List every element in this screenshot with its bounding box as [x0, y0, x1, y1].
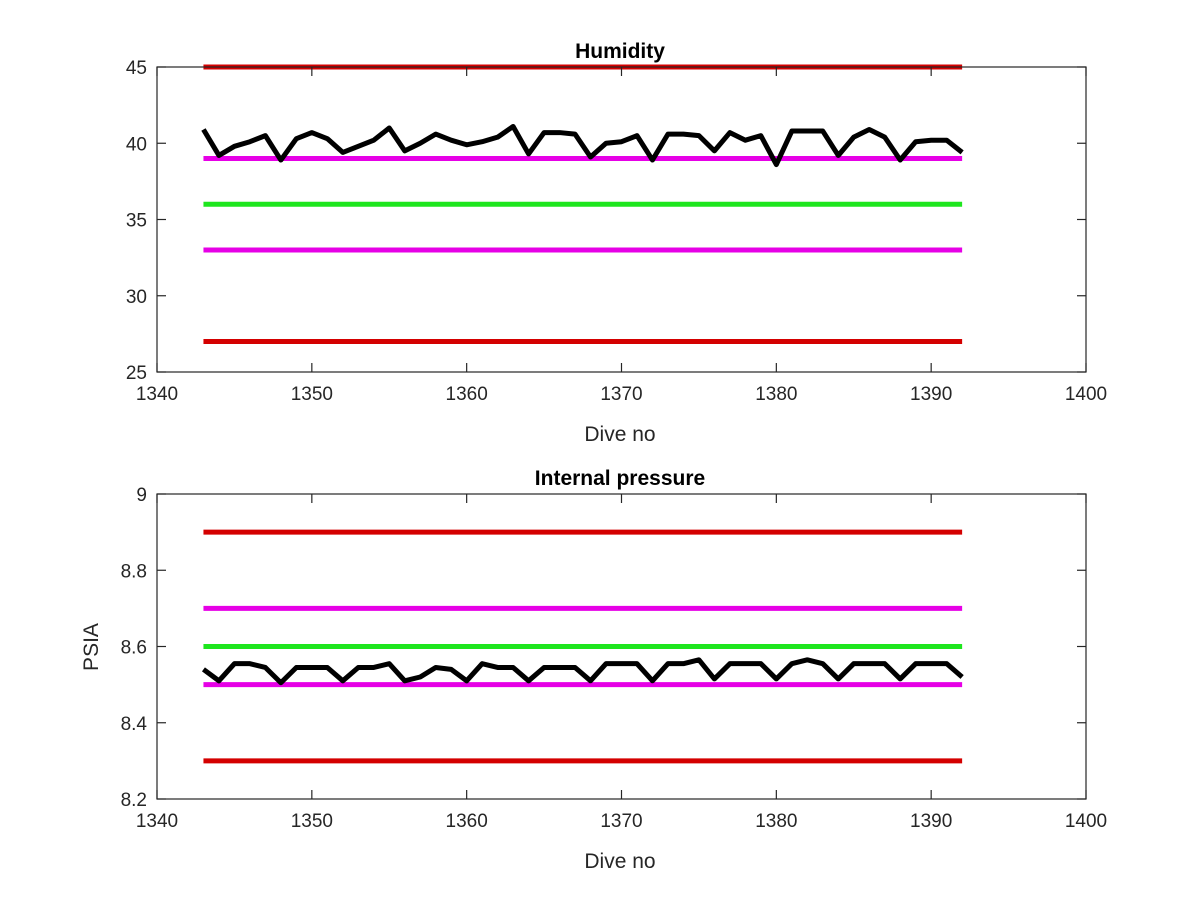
internal-pressure-measured-line [201, 657, 964, 686]
internal-pressure-y-tick-label: 8.4 [121, 714, 148, 735]
internal-pressure-plot-area [201, 529, 964, 764]
humidity-chart-title: Humidity [575, 40, 665, 63]
internal-pressure-x-tick-label: 1400 [1065, 811, 1107, 832]
humidity-chart: Humidity 1340 1350 1360 1370 1380 1390 1400 25… [126, 40, 1107, 446]
internal-pressure-y-ticks: 8.2 8.4 8.6 8.8 9 [121, 485, 1086, 811]
humidity-y-tick-label: 30 [126, 287, 147, 308]
humidity-y-tick-label: 45 [126, 58, 147, 79]
internal-pressure-y-tick-label: 8.6 [121, 638, 147, 659]
internal-pressure-x-tick-label: 1380 [755, 811, 797, 832]
humidity-measured-line [201, 123, 964, 168]
internal-pressure-x-tick-label: 1370 [600, 811, 642, 832]
internal-pressure-chart: Internal pressure 1340 1350 1360 1370 1380 13… [80, 467, 1107, 873]
humidity-x-ticks: 1340 1350 1360 1370 1380 1390 1400 [136, 67, 1107, 405]
internal-pressure-y-tick-label: 9 [136, 485, 147, 506]
internal-pressure-x-axis-label: Dive no [584, 850, 655, 873]
humidity-y-tick-label: 25 [126, 363, 147, 384]
internal-pressure-x-tick-label: 1340 [136, 811, 178, 832]
internal-pressure-chart-title: Internal pressure [535, 467, 705, 490]
internal-pressure-x-ticks: 1340 1350 1360 1370 1380 1390 1400 [136, 494, 1107, 832]
internal-pressure-y-tick-label: 8.2 [121, 790, 147, 811]
humidity-x-tick-label: 1400 [1065, 384, 1107, 405]
internal-pressure-x-tick-label: 1350 [291, 811, 333, 832]
internal-pressure-y-tick-label: 8.8 [121, 561, 147, 582]
humidity-x-tick-label: 1360 [446, 384, 488, 405]
humidity-x-tick-label: 1350 [291, 384, 333, 405]
humidity-y-tick-label: 40 [126, 134, 147, 155]
humidity-x-tick-label: 1340 [136, 384, 178, 405]
humidity-x-tick-label: 1370 [600, 384, 642, 405]
humidity-x-tick-label: 1380 [755, 384, 797, 405]
humidity-y-tick-label: 35 [126, 211, 147, 232]
internal-pressure-x-tick-label: 1360 [446, 811, 488, 832]
internal-pressure-y-axis-label: PSIA [80, 623, 103, 671]
internal-pressure-x-tick-label: 1390 [910, 811, 952, 832]
humidity-y-ticks: 25 30 35 40 45 [126, 58, 1086, 384]
humidity-x-tick-label: 1390 [910, 384, 952, 405]
humidity-x-axis-label: Dive no [584, 423, 655, 446]
